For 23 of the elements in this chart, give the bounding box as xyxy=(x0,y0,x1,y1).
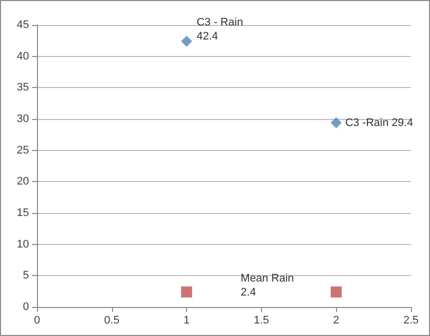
x-tick-label: 2 xyxy=(333,314,340,326)
annotation: C3 -Rain 29.4 xyxy=(345,116,414,129)
x-tick-label: 1 xyxy=(184,314,190,326)
y-tick-label: 25 xyxy=(16,144,29,156)
point xyxy=(181,36,192,47)
y-tick-label: 0 xyxy=(22,301,29,313)
point xyxy=(181,286,192,298)
y-tick-label: 20 xyxy=(16,176,29,188)
x-tick-label: 0 xyxy=(34,314,40,326)
point xyxy=(330,286,342,298)
x-tick-label: 1.5 xyxy=(254,314,270,326)
y-tick-label: 5 xyxy=(22,270,29,282)
y-tick-label: 35 xyxy=(16,82,29,94)
x-tick-label: 2.5 xyxy=(403,314,419,326)
annotation: C3 - Rain 42.4 xyxy=(196,16,244,42)
y-tick-label: 45 xyxy=(16,19,29,31)
annotation: Mean Rain 2.4 xyxy=(240,272,294,299)
y-tick-label: 15 xyxy=(16,207,29,219)
y-tick-label: 10 xyxy=(16,238,29,250)
x-tick-label: 0.5 xyxy=(104,314,120,326)
y-tick-label: 30 xyxy=(16,113,29,125)
y-tick-label: 40 xyxy=(16,50,29,62)
point xyxy=(330,117,342,128)
